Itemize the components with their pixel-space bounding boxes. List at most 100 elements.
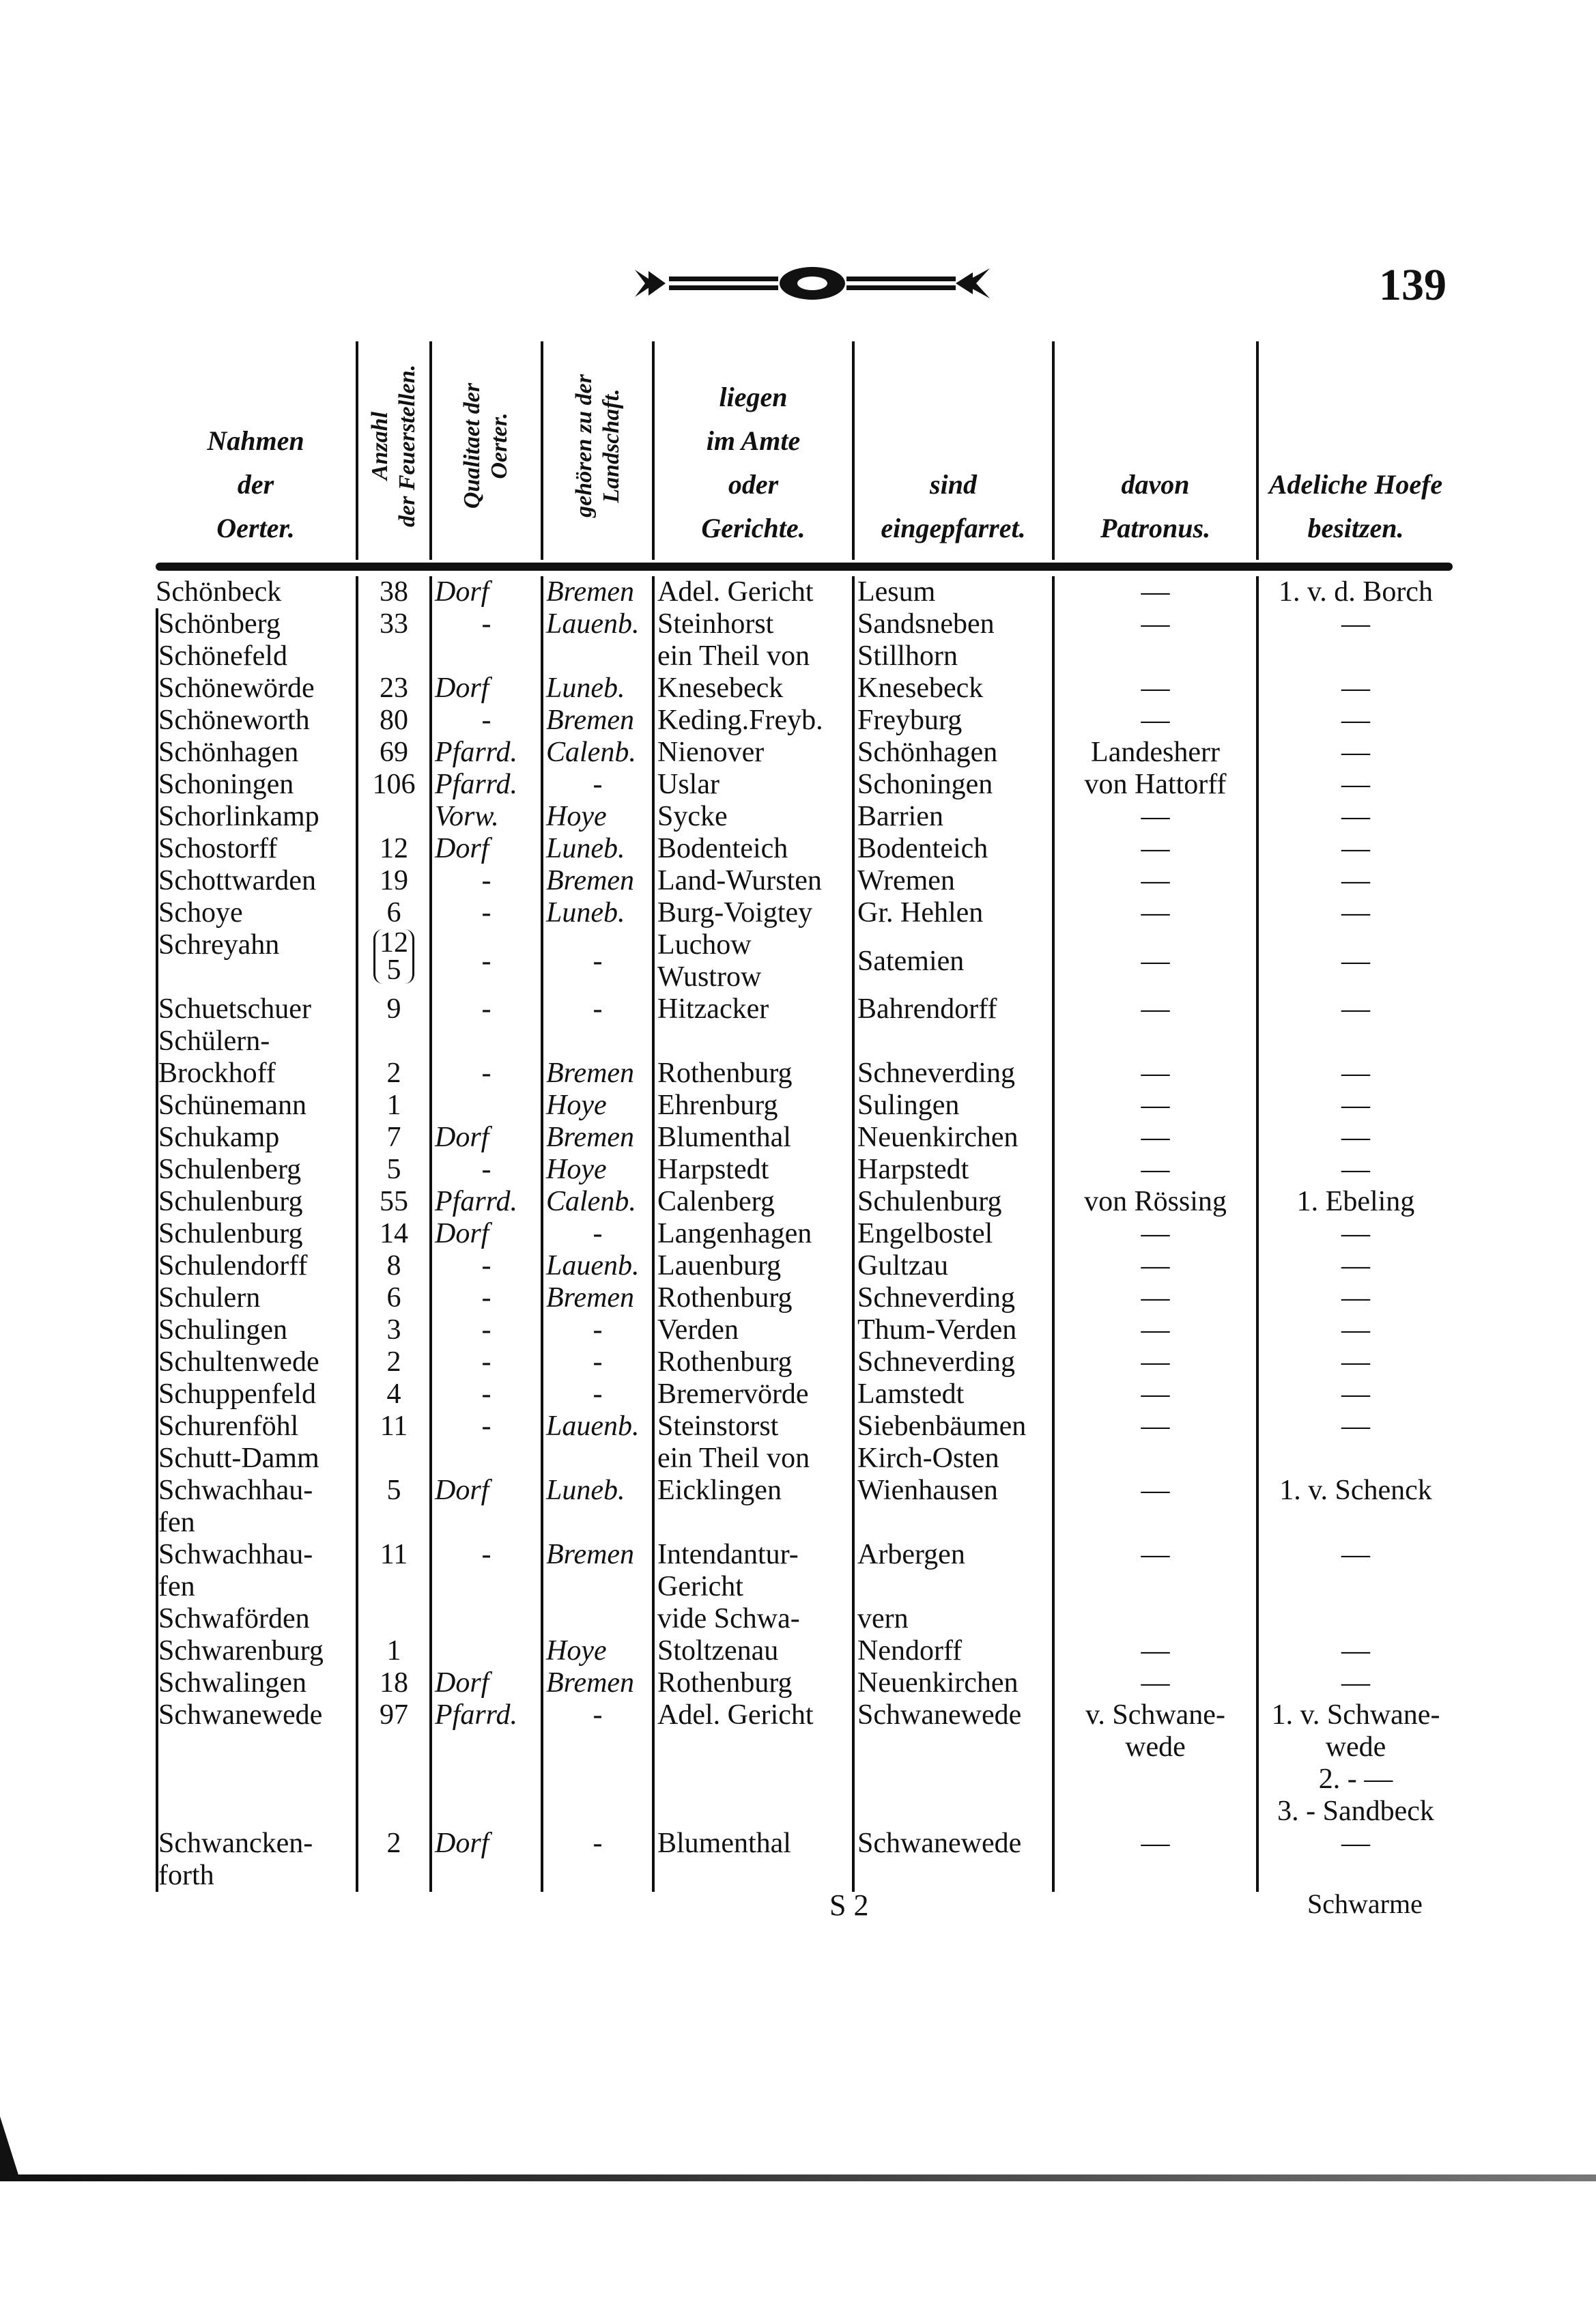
- cell-text: Schwalingen: [158, 1667, 307, 1699]
- cell-parish: Sandsneben: [852, 608, 1052, 640]
- scan-edge-shadow: [0, 2116, 20, 2181]
- cell-text: 2: [386, 1058, 401, 1089]
- cell-text: Barrien: [857, 801, 943, 832]
- cell-text: Landesherr: [1091, 737, 1220, 768]
- cell-text: Arbergen: [857, 1539, 965, 1570]
- cell-text: Lauenb.: [546, 608, 640, 640]
- cell-province: Calenb.: [541, 737, 652, 769]
- cell-hearth-count: 14: [356, 1218, 429, 1250]
- cell-province: [541, 640, 652, 672]
- cell-place-name: Schwanewede: [156, 1699, 356, 1828]
- header-text: Nahmen: [207, 425, 304, 456]
- cell-amt: ein Theil von: [652, 640, 852, 672]
- cell-hearth-count: [356, 1443, 429, 1475]
- cell-text: Freyburg: [857, 705, 963, 736]
- cell-place-quality: [429, 1635, 541, 1667]
- cell-patron: —: [1052, 1475, 1256, 1539]
- header-text: Oerter.: [487, 412, 513, 479]
- cell-place-quality: Dorf: [429, 833, 541, 865]
- cell-province: Luneb.: [541, 897, 652, 929]
- cell-text: —: [1341, 993, 1370, 1025]
- cell-text: Dorf: [435, 672, 489, 704]
- cell-province: Hoye: [541, 801, 652, 833]
- cell-patron: von Hattorff: [1052, 769, 1256, 801]
- cell-text: Schreyahn: [158, 929, 280, 961]
- header-parish: sind eingepfarret.: [852, 341, 1052, 560]
- cell-text: Harpstedt: [857, 1154, 969, 1185]
- cell-province: Lauenb.: [541, 1411, 652, 1443]
- header-text-rotated: gehören zu der Landschaft.: [571, 374, 625, 518]
- cell-text: Ehrenburg: [657, 1090, 778, 1121]
- cell-amt: Eicklingen: [652, 1475, 852, 1539]
- cell-hearth-count: 38: [356, 576, 429, 608]
- header-text: besitzen.: [1307, 513, 1404, 543]
- cell-hearth-count: 1: [356, 1635, 429, 1667]
- cell-text: Gultzau: [857, 1250, 948, 1281]
- cell-text: —: [1341, 705, 1370, 736]
- cell-hearth-count: [356, 1603, 429, 1635]
- cell-patron: [1052, 1443, 1256, 1475]
- cell-amt: Bremervörde: [652, 1378, 852, 1411]
- cell-text: Uslar: [657, 769, 719, 800]
- cell-text: Blumenthal: [657, 1828, 791, 1859]
- cell-hearth-count: 6: [356, 897, 429, 929]
- cell-text: Bodenteich: [657, 833, 788, 864]
- cell-amt: Rothenburg: [652, 1282, 852, 1314]
- cell-text: Dorf: [435, 576, 489, 608]
- cell-text: Neuenkirchen: [857, 1667, 1018, 1699]
- cell-text: Schönhagen: [158, 737, 299, 768]
- cell-noble-estates: [1256, 1443, 1453, 1475]
- cell-patron: —: [1052, 1378, 1256, 1411]
- cell-place-quality: Pfarrd.: [429, 1186, 541, 1218]
- cell-patron: —: [1052, 1539, 1256, 1603]
- cell-text: Gr. Hehlen: [857, 897, 984, 929]
- cell-place-name: Schoye: [156, 897, 356, 929]
- header-text: Landschaft.: [598, 388, 624, 503]
- cell-noble-estates: —: [1256, 1378, 1453, 1411]
- cell-text: -: [593, 1378, 603, 1410]
- header-text: oder: [728, 469, 779, 500]
- cell-place-name: Schoningen: [156, 769, 356, 801]
- cell-patron: —: [1052, 705, 1256, 737]
- cell-parish: Engelbostel: [852, 1218, 1052, 1250]
- cell-noble-estates: —: [1256, 1314, 1453, 1346]
- cell-text: —: [1341, 1539, 1370, 1570]
- cell-text: -: [593, 1218, 603, 1249]
- cell-province: [541, 1603, 652, 1635]
- cell-text: Schostorff: [158, 833, 278, 864]
- cell-text: 69: [380, 737, 408, 768]
- cell-text: -: [481, 1411, 491, 1442]
- cell-place-quality: -: [429, 1346, 541, 1378]
- header-text-rotated: Anzahl der Feuerstellen.: [367, 365, 421, 527]
- cell-patron: —: [1052, 1090, 1256, 1122]
- cell-text: 6: [386, 897, 401, 929]
- cell-province: -: [541, 1699, 652, 1828]
- cell-parish: Gultzau: [852, 1250, 1052, 1282]
- cell-parish: Knesebeck: [852, 672, 1052, 705]
- cell-text: -: [481, 945, 491, 977]
- cell-patron: —: [1052, 865, 1256, 897]
- cell-text: —: [1341, 1058, 1370, 1089]
- header-quality: Qualitaet der Oerter.: [429, 341, 541, 560]
- cell-text: Wienhausen: [857, 1475, 998, 1506]
- cell-amt: Keding.Freyb.: [652, 705, 852, 737]
- cell-text: —: [1341, 608, 1370, 640]
- cell-text: Schuetschuer: [158, 993, 311, 1025]
- cell-text: ein Theil von: [657, 1443, 810, 1474]
- cell-patron: —: [1052, 1346, 1256, 1378]
- cell-parish: Neuenkirchen: [852, 1667, 1052, 1699]
- cell-text: -: [481, 993, 491, 1025]
- cell-text: Dorf: [435, 1828, 489, 1859]
- cell-text: —: [1341, 1122, 1370, 1153]
- cell-place-quality: -: [429, 993, 541, 1025]
- cell-parish: Wremen: [852, 865, 1052, 897]
- cell-patron: —: [1052, 608, 1256, 640]
- cell-text: Rothenburg: [657, 1346, 793, 1378]
- cell-text: Nienover: [657, 737, 765, 768]
- cell-text: —: [1341, 865, 1370, 896]
- cell-place-quality: -: [429, 897, 541, 929]
- header-text: davon: [1121, 469, 1190, 500]
- cell-text: —: [1141, 1250, 1170, 1281]
- cell-amt: Nienover: [652, 737, 852, 769]
- cell-parish: Bodenteich: [852, 833, 1052, 865]
